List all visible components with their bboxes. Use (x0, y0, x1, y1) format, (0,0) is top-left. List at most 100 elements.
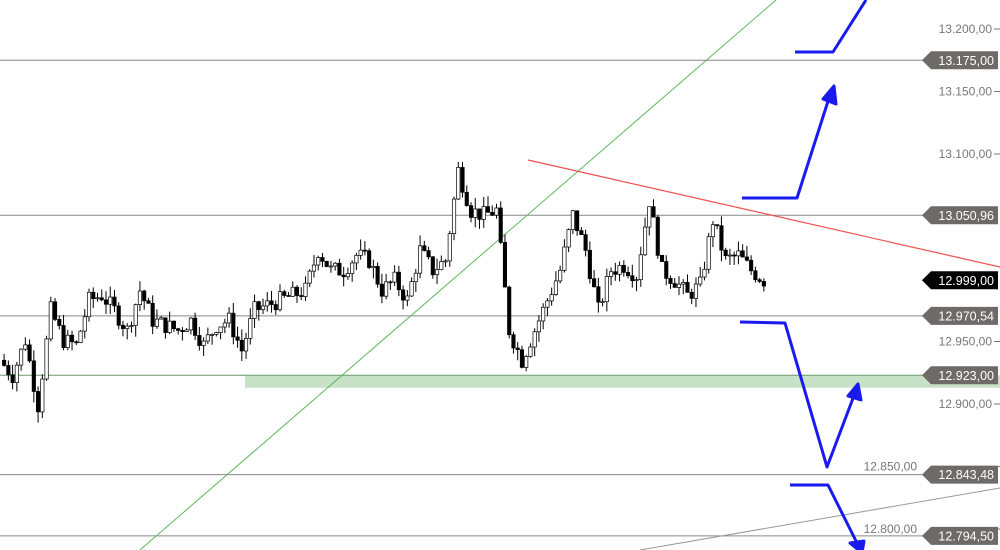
candle-body (579, 230, 584, 235)
candle-body (430, 256, 435, 276)
candle-body (273, 304, 278, 311)
candle-body (176, 328, 181, 331)
candle-body (698, 276, 703, 285)
y-tick-label: 13.100,00 (939, 147, 993, 161)
candle-body (626, 272, 631, 277)
candle-body (375, 265, 380, 285)
candle-body (676, 283, 682, 288)
candle-body (218, 326, 223, 333)
candle-body (282, 291, 287, 296)
candle-body (702, 268, 707, 278)
candles (2, 161, 766, 423)
candle-body (227, 312, 232, 324)
candle-body (502, 242, 508, 288)
candle-body (685, 282, 690, 293)
candle-body (609, 271, 614, 277)
candle-body (133, 304, 138, 326)
candle-body (171, 320, 176, 330)
candle-body (337, 262, 342, 276)
candle-body (519, 349, 524, 368)
candle-body (61, 325, 66, 348)
candle-body (328, 265, 333, 268)
candle-body (379, 283, 384, 297)
level-tag: 13.050,96 (938, 209, 994, 223)
arrow-up-middle (742, 94, 832, 200)
level-tag-bg (922, 306, 998, 325)
candle-body (159, 317, 164, 320)
candle-body (116, 305, 121, 326)
candle-body (621, 264, 626, 273)
candle-body (388, 281, 393, 284)
candle-body (252, 301, 257, 319)
candle-body (655, 216, 660, 256)
candle-body (723, 249, 728, 257)
candle-body (214, 332, 219, 335)
candle-body (541, 306, 546, 322)
candle-body (2, 359, 7, 366)
candle-body (727, 254, 732, 257)
candle-body (112, 296, 117, 307)
candle-body (180, 330, 185, 332)
candle-body (333, 262, 338, 267)
candle-body (324, 260, 329, 267)
candle-body (320, 257, 325, 262)
arrow-down-bottom (790, 483, 860, 546)
candle-body (142, 290, 147, 302)
candle-body (587, 249, 592, 280)
candle-body (418, 245, 423, 274)
candle-body (150, 302, 155, 327)
candle-body (592, 278, 597, 288)
candle-body (384, 281, 389, 297)
y-tick-label: 12.850,00 (864, 460, 918, 474)
candle-body (36, 391, 41, 413)
candle-body (99, 297, 104, 301)
candle-body (307, 270, 312, 284)
candle-body (668, 278, 673, 284)
candle-body (753, 270, 758, 281)
candle-body (456, 167, 461, 200)
candle-body (6, 365, 11, 376)
level-tag-bg (922, 51, 998, 70)
candle-body (48, 301, 53, 340)
scenario-arrows (739, 0, 868, 550)
level-tag: 12.970,54 (938, 309, 994, 323)
candle-body (528, 346, 533, 357)
candle-body (693, 283, 699, 299)
candle-body (460, 167, 465, 193)
candle-body (575, 210, 580, 232)
candle-body (392, 271, 397, 283)
candle-body (613, 271, 618, 275)
arrowhead (821, 84, 838, 106)
candle-body (95, 297, 100, 300)
candle-body (201, 340, 206, 346)
candle-body (303, 282, 308, 297)
candle-body (494, 207, 499, 216)
candle-body (562, 246, 567, 271)
candle-body (371, 265, 376, 268)
candle-body (426, 250, 431, 258)
candle-body (604, 276, 609, 303)
candle-body (642, 226, 648, 256)
candle-body (184, 329, 189, 332)
last-price-tag: 12.999,00 (938, 274, 994, 288)
candle-body (57, 319, 62, 326)
candle-body (634, 279, 639, 282)
candle-body (299, 295, 304, 297)
y-tick-label: 13.200,00 (939, 22, 993, 36)
candle-body (286, 295, 291, 297)
candle-body (65, 334, 70, 348)
candle-body (14, 364, 19, 383)
candle-body (354, 255, 359, 264)
candle-body (443, 260, 448, 263)
candle-body (481, 206, 486, 220)
candle-body (638, 254, 643, 281)
candle-body (515, 347, 520, 351)
candle-body (715, 224, 720, 227)
candle-body (532, 331, 537, 348)
candle-body (549, 294, 554, 302)
candle-body (256, 301, 261, 310)
resistance-trendline (527, 159, 1000, 268)
candle-body (362, 249, 367, 252)
candle-body (167, 320, 172, 333)
